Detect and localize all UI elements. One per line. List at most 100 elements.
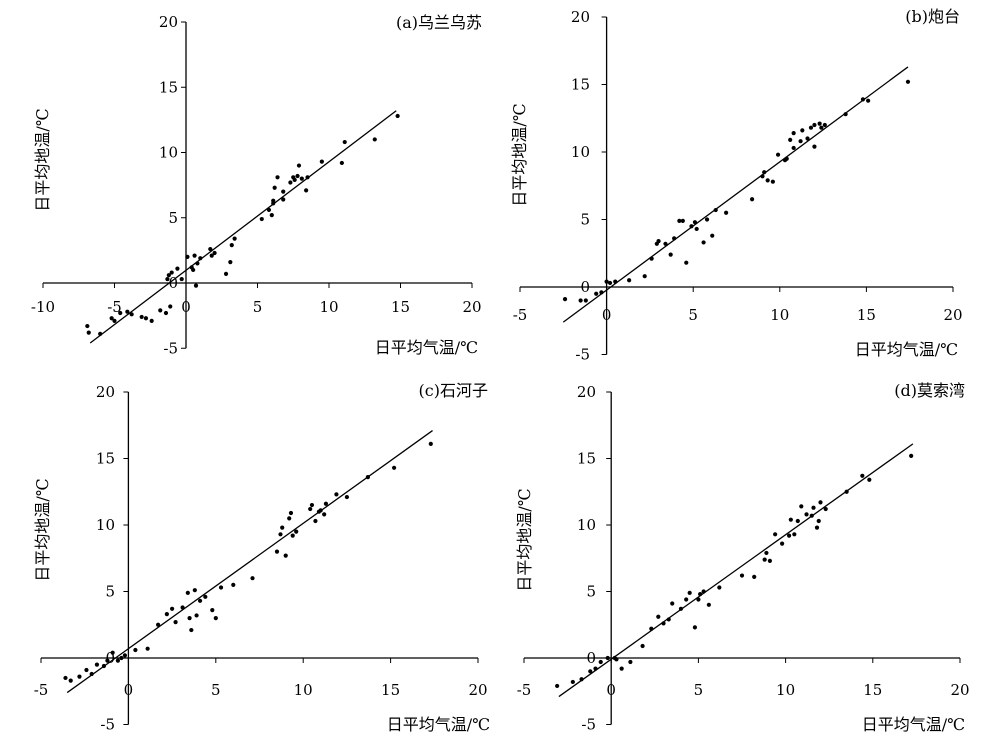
data-point [365, 475, 370, 480]
data-point [762, 557, 767, 562]
data-point [125, 309, 130, 314]
y-tick-label: 15 [159, 78, 178, 96]
data-point [193, 283, 199, 288]
data-point [773, 532, 778, 537]
x-tick-label: 20 [468, 681, 487, 699]
data-point [791, 145, 796, 151]
data-point [281, 197, 286, 202]
data-point [843, 112, 848, 117]
data-point [208, 246, 213, 252]
y-tick-label: 20 [577, 383, 596, 401]
data-point [822, 122, 827, 128]
data-point [180, 605, 185, 610]
data-point [816, 518, 821, 524]
data-point [670, 601, 675, 606]
data-point [299, 176, 304, 181]
data-point [288, 180, 293, 185]
data-point [661, 621, 666, 626]
data-point [640, 643, 645, 649]
data-point [280, 525, 285, 530]
data-point [272, 185, 277, 190]
data-point [656, 239, 661, 244]
data-point [294, 529, 299, 534]
panel-title: (a)乌兰乌苏 [396, 13, 482, 32]
data-point [86, 330, 91, 335]
data-point [118, 310, 123, 316]
y-tick-label: 15 [96, 450, 115, 468]
x-tick-label: 15 [857, 306, 876, 324]
data-point [764, 550, 769, 556]
data-point [656, 614, 661, 619]
data-point [795, 518, 800, 524]
x-tick-label: -5 [517, 681, 532, 699]
data-point [812, 144, 817, 149]
data-point [191, 267, 196, 273]
data-point [143, 316, 149, 321]
data-point [614, 657, 619, 662]
data-point [684, 260, 689, 265]
data-point [784, 156, 789, 161]
data-point [334, 492, 339, 497]
data-point [713, 207, 718, 213]
data-point [692, 625, 698, 630]
y-tick-label: 15 [577, 450, 596, 468]
data-point [288, 510, 294, 516]
data-point [192, 253, 197, 258]
data-point [701, 589, 706, 594]
data-point [232, 236, 237, 241]
data-point [555, 683, 560, 689]
x-tick-label: -5 [34, 681, 49, 699]
data-point [613, 279, 618, 284]
data-point [628, 659, 633, 665]
data-point [271, 198, 276, 203]
data-point [604, 279, 609, 284]
y-axis-label: 日平均地温/℃ [33, 478, 52, 581]
data-point [649, 626, 654, 631]
data-point [250, 576, 255, 581]
data-point [84, 667, 89, 673]
data-point [194, 613, 199, 618]
data-point [765, 178, 770, 183]
data-point [860, 473, 865, 478]
y-tick-label: 0 [586, 649, 596, 667]
data-point [799, 504, 804, 509]
y-tick-label: 10 [577, 516, 596, 534]
data-point [677, 218, 682, 223]
data-point [170, 606, 175, 611]
data-point [760, 174, 765, 179]
x-tick-label: 20 [950, 681, 969, 699]
y-tick-label: 10 [571, 143, 590, 161]
y-tick-label: 10 [159, 144, 178, 162]
x-axis-label: 日平均气温/℃ [855, 340, 958, 359]
data-point [791, 131, 796, 136]
data-point [212, 250, 217, 256]
panel-title: (d)莫索湾 [894, 381, 965, 400]
data-point [909, 453, 914, 458]
data-point [122, 653, 128, 658]
data-point [164, 612, 169, 617]
data-point [145, 646, 150, 651]
data-point [98, 331, 103, 336]
x-tick-label: 5 [694, 681, 704, 699]
y-tick-label: -5 [581, 716, 596, 734]
data-point [185, 254, 190, 259]
data-point [63, 675, 68, 681]
data-point [684, 597, 689, 602]
x-tick-label: -5 [107, 298, 122, 316]
data-point [808, 125, 814, 130]
y-tick-label: 20 [571, 8, 590, 26]
x-tick-label: 5 [253, 298, 263, 316]
data-point [275, 175, 280, 180]
data-point [678, 606, 684, 611]
data-point [283, 553, 288, 558]
data-point [110, 650, 115, 655]
data-point [593, 666, 598, 671]
data-point [173, 619, 178, 625]
fit-line [562, 66, 909, 323]
x-tick-label: 5 [211, 681, 221, 699]
data-point [179, 276, 184, 282]
x-tick-label: 20 [943, 306, 962, 324]
data-point [322, 512, 327, 517]
data-point [689, 224, 694, 229]
data-point [762, 170, 767, 175]
